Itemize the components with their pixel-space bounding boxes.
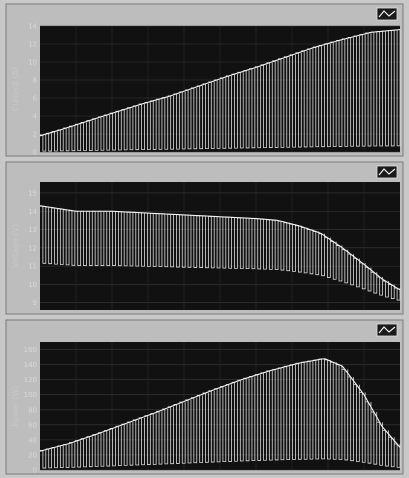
y-tick-label: 13	[28, 226, 37, 234]
y-axis-label: Power (W)	[11, 386, 20, 427]
pulse-trace-segment	[376, 276, 383, 296]
pulse-trace-segment	[370, 411, 378, 465]
chart-panel-3: 160 140 120 100 80 60 40 20 0 Power (W)	[5, 319, 404, 475]
y-tick-label: 100	[24, 391, 37, 399]
pulse-trace-segment	[347, 253, 354, 286]
y-tick-label: 14	[28, 208, 37, 216]
y-tick-label: 9	[33, 299, 37, 307]
waveform-icon[interactable]	[376, 165, 398, 179]
y-tick-label: 140	[24, 361, 37, 369]
y-tick-label: 11	[28, 263, 37, 271]
pulse-trace-segment	[353, 258, 360, 288]
y-tick-label: 15	[28, 189, 37, 197]
y-tick-label: 40	[28, 436, 37, 444]
y-tick-label: 10	[28, 281, 37, 289]
y-tick-label: 4	[33, 113, 38, 121]
y-tick-label: 120	[24, 376, 37, 384]
pulse-trace-segment	[394, 443, 401, 468]
pulse-trace-segment	[353, 384, 360, 462]
envelope-line	[39, 205, 401, 291]
y-axis-label: Current (A)	[11, 67, 20, 111]
pulse-trace-segment	[341, 249, 349, 284]
waveform-icon[interactable]	[376, 323, 398, 337]
chart-panel-2: 15 14 13 12 11 10 9 Voltage (V)	[5, 161, 404, 315]
pulse-trace-segment	[347, 376, 354, 462]
pulse-trace-segment	[359, 262, 366, 290]
y-tick-label: 6	[33, 95, 38, 103]
pulse-trace-segment	[382, 430, 389, 467]
y-tick-label: 2	[33, 131, 37, 139]
pulse-trace-segment	[388, 436, 395, 468]
y-axis-label: Voltage (V)	[11, 224, 20, 268]
envelope-line	[39, 29, 401, 137]
y-tick-label: 8	[33, 77, 37, 85]
pulse-trace-segment	[341, 368, 349, 461]
pulse-trace-segment	[376, 421, 383, 466]
y-tick-label: 60	[28, 421, 37, 429]
y-tick-label: 0	[33, 149, 37, 157]
y-tick-label: 12	[28, 41, 37, 49]
chart-panel-1: 14 12 10 8 6 4 2 0 Current (A)	[5, 3, 404, 157]
pulse-trace-segment	[365, 267, 372, 292]
y-tick-label: 10	[28, 59, 37, 67]
pulse-trace-segment	[370, 271, 378, 294]
envelope-line	[39, 358, 401, 452]
y-tick-label: 0	[33, 467, 37, 475]
y-tick-label: 14	[28, 23, 37, 31]
y-tick-label: 12	[28, 244, 37, 252]
pulse-trace-segment	[359, 392, 366, 463]
y-tick-label: 20	[28, 451, 37, 459]
pulse-trace-segment	[365, 401, 372, 464]
waveform-icon[interactable]	[376, 7, 398, 21]
y-tick-label: 160	[24, 346, 37, 354]
y-tick-label: 80	[28, 406, 37, 414]
